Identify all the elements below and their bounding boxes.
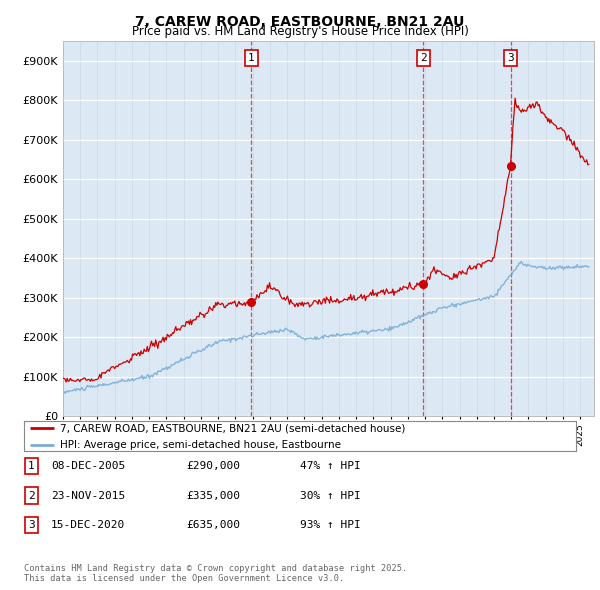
Text: 93% ↑ HPI: 93% ↑ HPI <box>300 520 361 530</box>
Text: 15-DEC-2020: 15-DEC-2020 <box>51 520 125 530</box>
Text: 3: 3 <box>28 520 35 530</box>
Text: 23-NOV-2015: 23-NOV-2015 <box>51 491 125 500</box>
Text: £335,000: £335,000 <box>186 491 240 500</box>
Text: Price paid vs. HM Land Registry's House Price Index (HPI): Price paid vs. HM Land Registry's House … <box>131 25 469 38</box>
Text: 47% ↑ HPI: 47% ↑ HPI <box>300 461 361 471</box>
Text: 30% ↑ HPI: 30% ↑ HPI <box>300 491 361 500</box>
Text: 08-DEC-2005: 08-DEC-2005 <box>51 461 125 471</box>
Text: 1: 1 <box>28 461 35 471</box>
Text: 3: 3 <box>507 53 514 63</box>
Text: Contains HM Land Registry data © Crown copyright and database right 2025.
This d: Contains HM Land Registry data © Crown c… <box>24 563 407 583</box>
Text: HPI: Average price, semi-detached house, Eastbourne: HPI: Average price, semi-detached house,… <box>60 440 341 450</box>
Text: £635,000: £635,000 <box>186 520 240 530</box>
Text: 2: 2 <box>420 53 427 63</box>
Text: 2: 2 <box>28 491 35 500</box>
Text: 1: 1 <box>248 53 255 63</box>
Text: £290,000: £290,000 <box>186 461 240 471</box>
Text: 7, CAREW ROAD, EASTBOURNE, BN21 2AU (semi-detached house): 7, CAREW ROAD, EASTBOURNE, BN21 2AU (sem… <box>60 424 405 433</box>
Text: 7, CAREW ROAD, EASTBOURNE, BN21 2AU: 7, CAREW ROAD, EASTBOURNE, BN21 2AU <box>136 15 464 29</box>
